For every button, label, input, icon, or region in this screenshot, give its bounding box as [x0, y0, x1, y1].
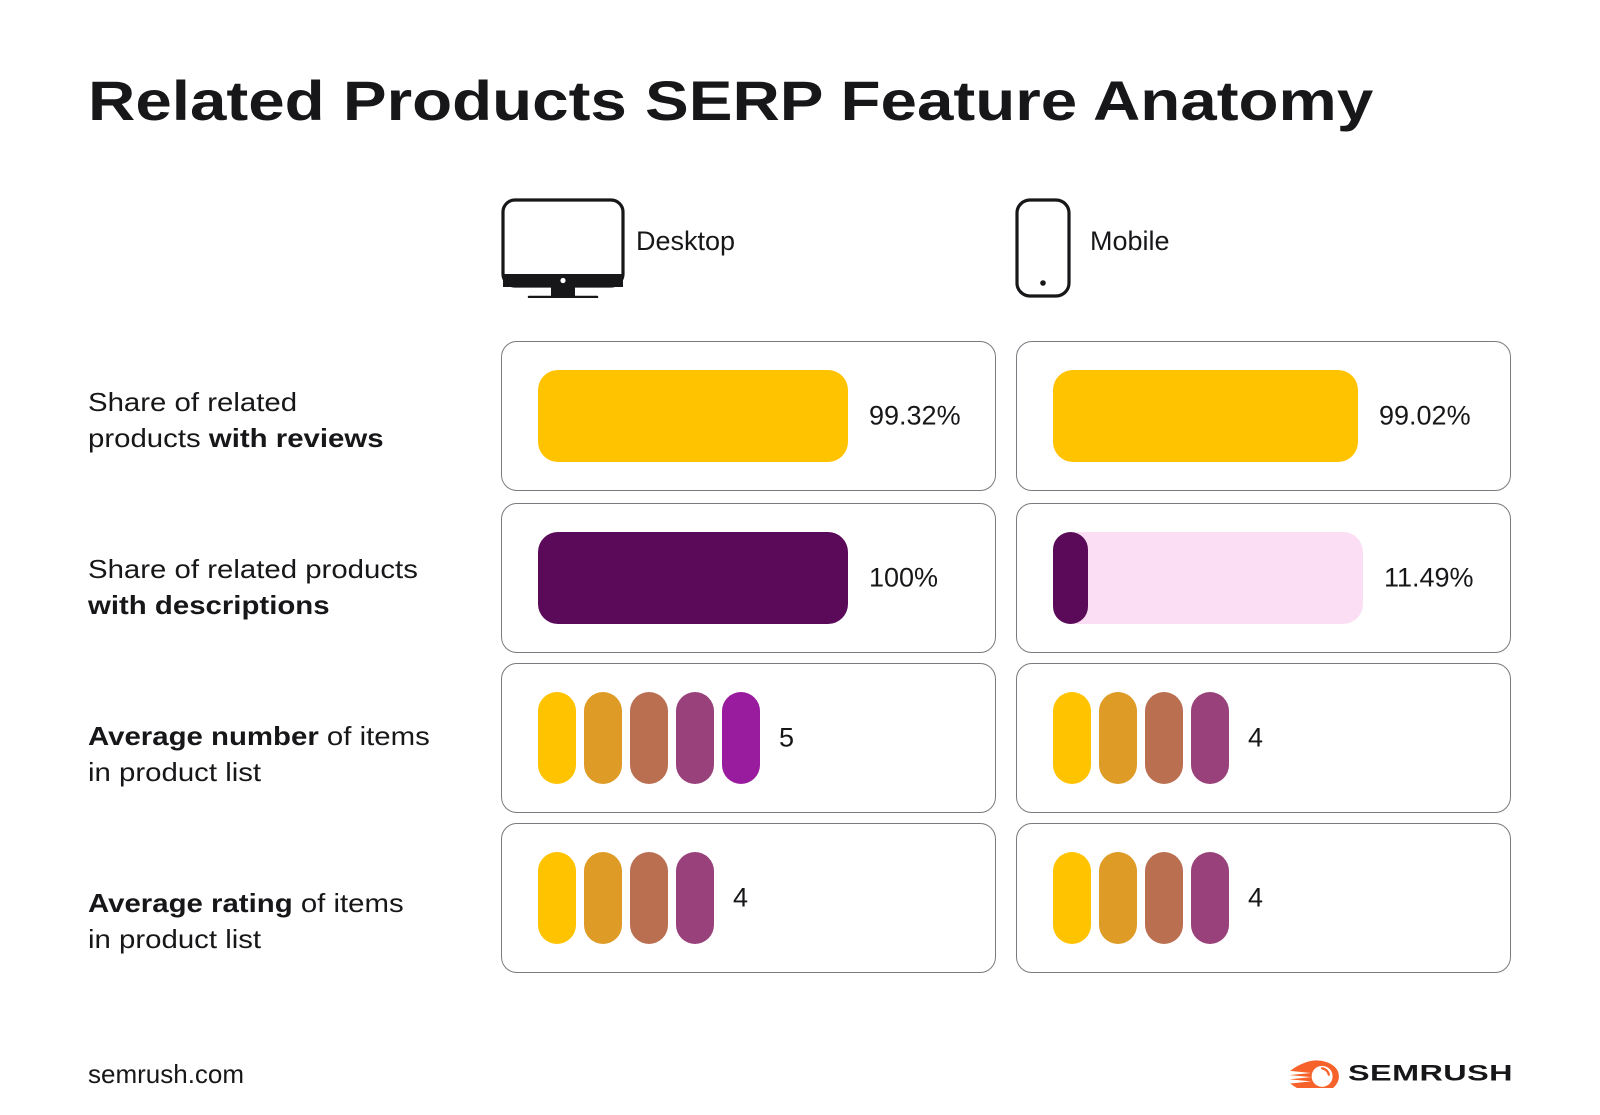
svg-text:SEMRUSH: SEMRUSH [1348, 1061, 1513, 1086]
